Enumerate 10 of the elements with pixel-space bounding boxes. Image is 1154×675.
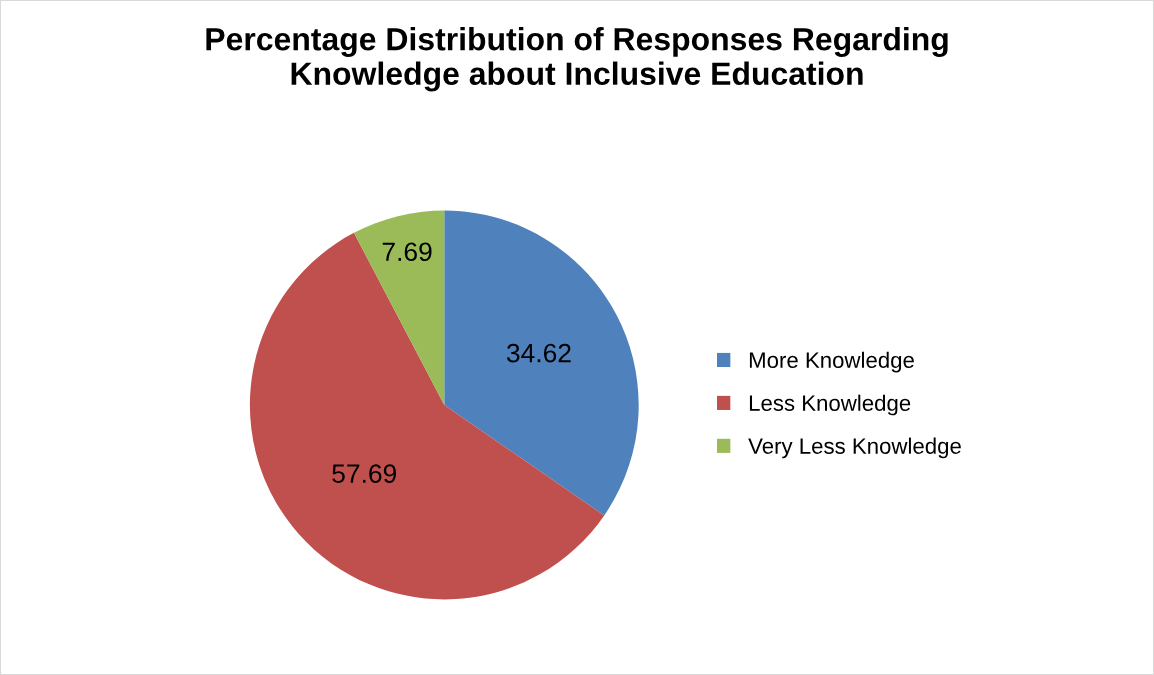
legend-label: Less Knowledge bbox=[749, 394, 911, 416]
chart-title: Percentage Distribution of Responses Regarding Knowledge about Inclusive Education bbox=[206, 27, 948, 92]
pie-slice bbox=[249, 232, 605, 600]
legend-label: More Knowledge bbox=[749, 351, 914, 373]
data-label: 34.62 bbox=[506, 343, 571, 363]
legend-label: Very Less Knowledge bbox=[748, 437, 961, 459]
pie-slice bbox=[353, 210, 445, 405]
data-label: 57.69 bbox=[332, 464, 397, 483]
pie-slice bbox=[444, 210, 639, 516]
data-label: 7.69 bbox=[382, 242, 432, 262]
